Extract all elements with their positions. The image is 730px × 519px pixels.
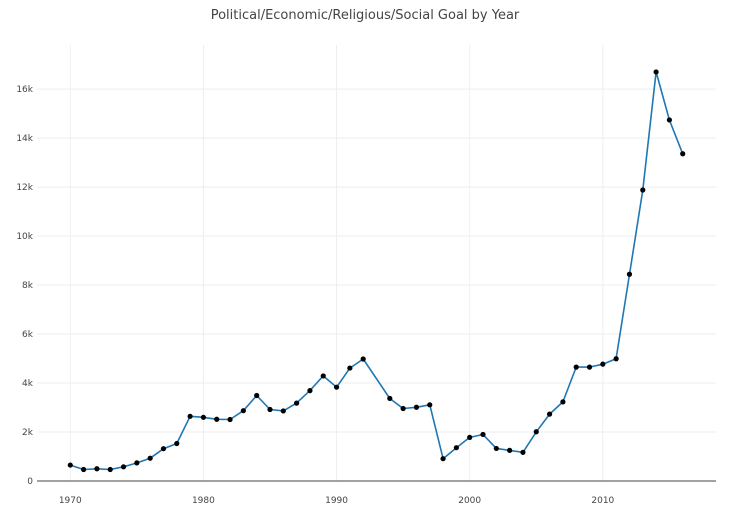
x-tick-label: 2000 <box>458 496 481 506</box>
data-point <box>134 460 140 466</box>
y-tick-label: 10k <box>16 232 33 242</box>
data-point <box>120 464 127 470</box>
chart-title: Political/Economic/Religious/Social Goal… <box>210 8 520 23</box>
data-point <box>666 117 673 123</box>
data-point <box>586 364 593 370</box>
data-point <box>227 416 233 423</box>
y-tick-label: 8k <box>22 281 34 291</box>
series-line <box>70 71 684 471</box>
data-point <box>160 446 167 452</box>
data-point <box>440 456 446 462</box>
data-point <box>640 187 646 193</box>
y-tick-label: 2k <box>22 428 34 438</box>
data-point <box>94 466 100 472</box>
data-markers <box>67 69 686 473</box>
data-point <box>533 429 539 435</box>
data-point <box>387 395 393 402</box>
x-tick-label: 1970 <box>59 496 82 506</box>
data-point <box>613 356 619 362</box>
data-point <box>507 447 513 453</box>
x-tick-label: 1990 <box>325 496 348 506</box>
gridlines <box>37 45 716 481</box>
data-point <box>347 365 353 371</box>
y-tick-label: 4k <box>22 379 34 389</box>
x-tick-label: 2010 <box>591 496 614 506</box>
data-point <box>267 406 273 413</box>
y-tick-label: 14k <box>16 134 33 144</box>
data-point <box>67 462 73 468</box>
data-point <box>280 408 286 414</box>
y-tick-label: 16k <box>16 85 33 95</box>
data-point <box>573 364 579 370</box>
data-point <box>493 445 499 452</box>
x-tick-label: 1980 <box>192 496 215 506</box>
data-point <box>600 361 606 367</box>
data-point <box>467 434 473 440</box>
data-point <box>427 402 433 408</box>
data-point <box>174 440 180 447</box>
data-point <box>680 151 686 157</box>
data-point <box>400 405 406 412</box>
data-point <box>360 356 366 362</box>
data-point <box>560 399 566 405</box>
data-point <box>333 384 340 390</box>
data-point <box>80 466 87 473</box>
data-point <box>187 413 193 419</box>
y-tick-label: 0 <box>27 477 33 487</box>
y-tick-label: 6k <box>22 330 34 340</box>
y-tick-label: 12k <box>16 183 33 193</box>
data-point <box>147 455 153 461</box>
data-point <box>520 449 526 455</box>
data-point <box>294 400 300 406</box>
data-point <box>653 69 659 75</box>
data-point <box>453 445 459 451</box>
series-line-group <box>70 71 684 471</box>
data-point <box>307 388 313 394</box>
data-point <box>254 392 260 399</box>
data-point <box>480 431 486 438</box>
data-point <box>214 416 220 422</box>
data-point <box>320 373 326 379</box>
data-point <box>546 411 553 417</box>
data-point <box>240 408 246 414</box>
data-point <box>626 271 633 277</box>
y-axis-tick-labels: 0 2k 4k 6k 8k 10k 12k 14k 16k <box>16 85 33 487</box>
data-point <box>107 466 113 473</box>
x-axis-tick-labels: 1970 1980 1990 2000 2010 <box>59 496 615 506</box>
data-point <box>200 414 207 420</box>
data-point <box>413 404 420 410</box>
